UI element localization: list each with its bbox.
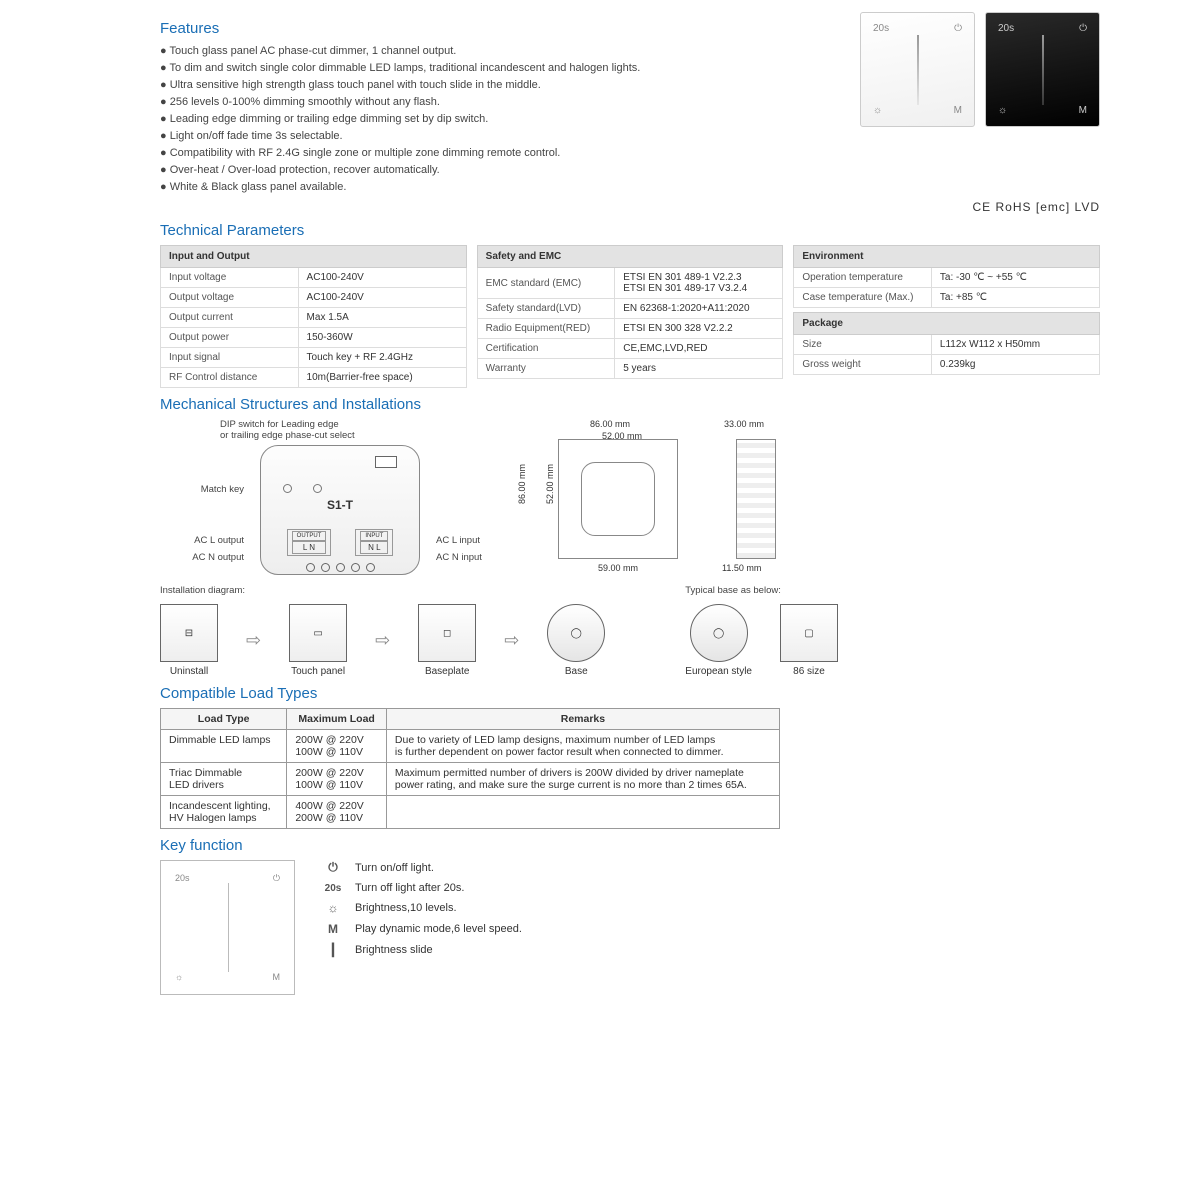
- keyfn-row: 20s ⏻ ☼ M ⏻Turn on/off light. 20sTurn of…: [160, 860, 1100, 995]
- feature-item: Ultra sensitive high strength glass touc…: [160, 77, 840, 94]
- load-title: Compatible Load Types: [160, 685, 1100, 702]
- table-header: Environment: [794, 246, 1100, 268]
- install-row: ⊟Uninstall ⇨ ▭Touch panel ⇨ ◻Baseplate ⇨…: [160, 604, 605, 677]
- features-list: Touch glass panel AC phase-cut dimmer, 1…: [160, 43, 840, 196]
- tech-table-safety: Safety and EMC EMC standard (EMC)ETSI EN…: [477, 245, 784, 379]
- feature-item: Touch glass panel AC phase-cut dimmer, 1…: [160, 43, 840, 60]
- panel-bright-icon: ☼: [998, 105, 1007, 116]
- kf-sym-20s: 20s: [321, 883, 345, 894]
- feature-item: Leading edge dimming or trailing edge di…: [160, 111, 840, 128]
- tech-title: Technical Parameters: [160, 222, 1100, 239]
- panel-slider: [917, 35, 919, 105]
- device-model: S1-T: [327, 498, 353, 512]
- mech-title: Mechanical Structures and Installations: [160, 396, 1100, 413]
- table-header: Package: [794, 313, 1100, 335]
- panel-mode-icon: M: [1079, 105, 1087, 116]
- touch-panel-icon: ▭: [289, 604, 347, 662]
- output-block: OUTPUTL N: [287, 529, 332, 556]
- feature-item: Over-heat / Over-load protection, recove…: [160, 162, 840, 179]
- acn-in-label: AC N input: [436, 552, 520, 563]
- 86-base-icon: ▢: [780, 604, 838, 662]
- hole-icon: [313, 484, 322, 493]
- panel-bright-icon: ☼: [873, 105, 882, 116]
- arrow-icon: ⇨: [375, 630, 390, 651]
- features-title: Features: [160, 20, 840, 37]
- keyfn-list: ⏻Turn on/off light. 20sTurn off light af…: [321, 860, 522, 964]
- kf-sym-slide: ┃: [321, 943, 345, 957]
- keyfn-title: Key function: [160, 837, 1100, 854]
- feature-item: Compatibility with RF 2.4G single zone o…: [160, 145, 840, 162]
- terminals: [261, 563, 419, 572]
- kf-power-icon: ⏻: [273, 873, 280, 884]
- baseplate-icon: ◻: [418, 604, 476, 662]
- kf-mode-icon: M: [273, 972, 281, 982]
- acn-out-label: AC N output: [160, 552, 244, 563]
- install-title: Installation diagram:: [160, 585, 605, 596]
- base-icon: ◯: [547, 604, 605, 662]
- acl-out-label: AC L output: [160, 535, 244, 546]
- table-header: Input and Output: [161, 246, 467, 268]
- panel-slider: [1042, 35, 1044, 105]
- tech-table-pkg: Package SizeL112x W112 x H50mm Gross wei…: [793, 312, 1100, 375]
- dip-label: DIP switch for Leading edge or trailing …: [220, 419, 520, 441]
- acl-in-label: AC L input: [436, 535, 520, 546]
- feature-item: Light on/off fade time 3s selectable.: [160, 128, 840, 145]
- arrow-icon: ⇨: [504, 630, 519, 651]
- tech-table-env: Environment Operation temperatureTa: -30…: [793, 245, 1100, 308]
- panel-power-icon: ⏻: [954, 23, 962, 34]
- panel-mode-icon: M: [954, 105, 962, 116]
- panel-black: 20s ⏻ ☼ M: [985, 12, 1100, 127]
- table-header: Safety and EMC: [477, 246, 783, 268]
- panel-power-icon: ⏻: [1079, 23, 1087, 34]
- panel-20s-icon: 20s: [998, 23, 1014, 34]
- kf-sym-bright: ☼: [321, 901, 345, 915]
- tech-table-io: Input and Output Input voltageAC100-240V…: [160, 245, 467, 388]
- typical-title: Typical base as below:: [685, 585, 838, 596]
- feature-item: To dim and switch single color dimmable …: [160, 60, 840, 77]
- uninstall-icon: ⊟: [160, 604, 218, 662]
- side-dims: 33.00 mm 11.50 mm: [716, 419, 776, 559]
- feature-item: 256 levels 0-100% dimming smoothly witho…: [160, 94, 840, 111]
- match-key-hole: [283, 484, 292, 493]
- arrow-icon: ⇨: [246, 630, 261, 651]
- device-diagram: S1-T OUTPUTL N INPUTN L: [260, 445, 420, 575]
- match-key-label: Match key: [160, 484, 244, 495]
- cert-line: CE RoHS [emc] LVD: [160, 200, 1100, 214]
- kf-bright-icon: ☼: [175, 972, 183, 982]
- load-table: Load Type Maximum Load Remarks Dimmable …: [160, 708, 780, 829]
- panel-images: 20s ⏻ ☼ M 20s ⏻ ☼ M: [860, 12, 1100, 196]
- input-block: INPUTN L: [355, 529, 393, 556]
- kf-slider-icon: [228, 883, 229, 972]
- mech-row: DIP switch for Leading edge or trailing …: [160, 419, 1100, 575]
- euro-base-icon: ◯: [690, 604, 748, 662]
- feature-item: White & Black glass panel available.: [160, 179, 840, 196]
- panel-white: 20s ⏻ ☼ M: [860, 12, 975, 127]
- kf-sym-power: ⏻: [321, 860, 345, 875]
- keyfn-panel: 20s ⏻ ☼ M: [160, 860, 295, 995]
- dip-switch-icon: [375, 456, 397, 468]
- kf-sym-mode: M: [321, 922, 345, 936]
- kf-20s-icon: 20s: [175, 873, 190, 883]
- panel-20s-icon: 20s: [873, 23, 889, 34]
- tech-tables: Input and Output Input voltageAC100-240V…: [160, 245, 1100, 388]
- front-dims: 86.00 mm 52.00 mm 86.00 mm 52.00 mm 59.0…: [550, 419, 686, 559]
- typical-row: ◯European style ▢86 size: [685, 604, 838, 677]
